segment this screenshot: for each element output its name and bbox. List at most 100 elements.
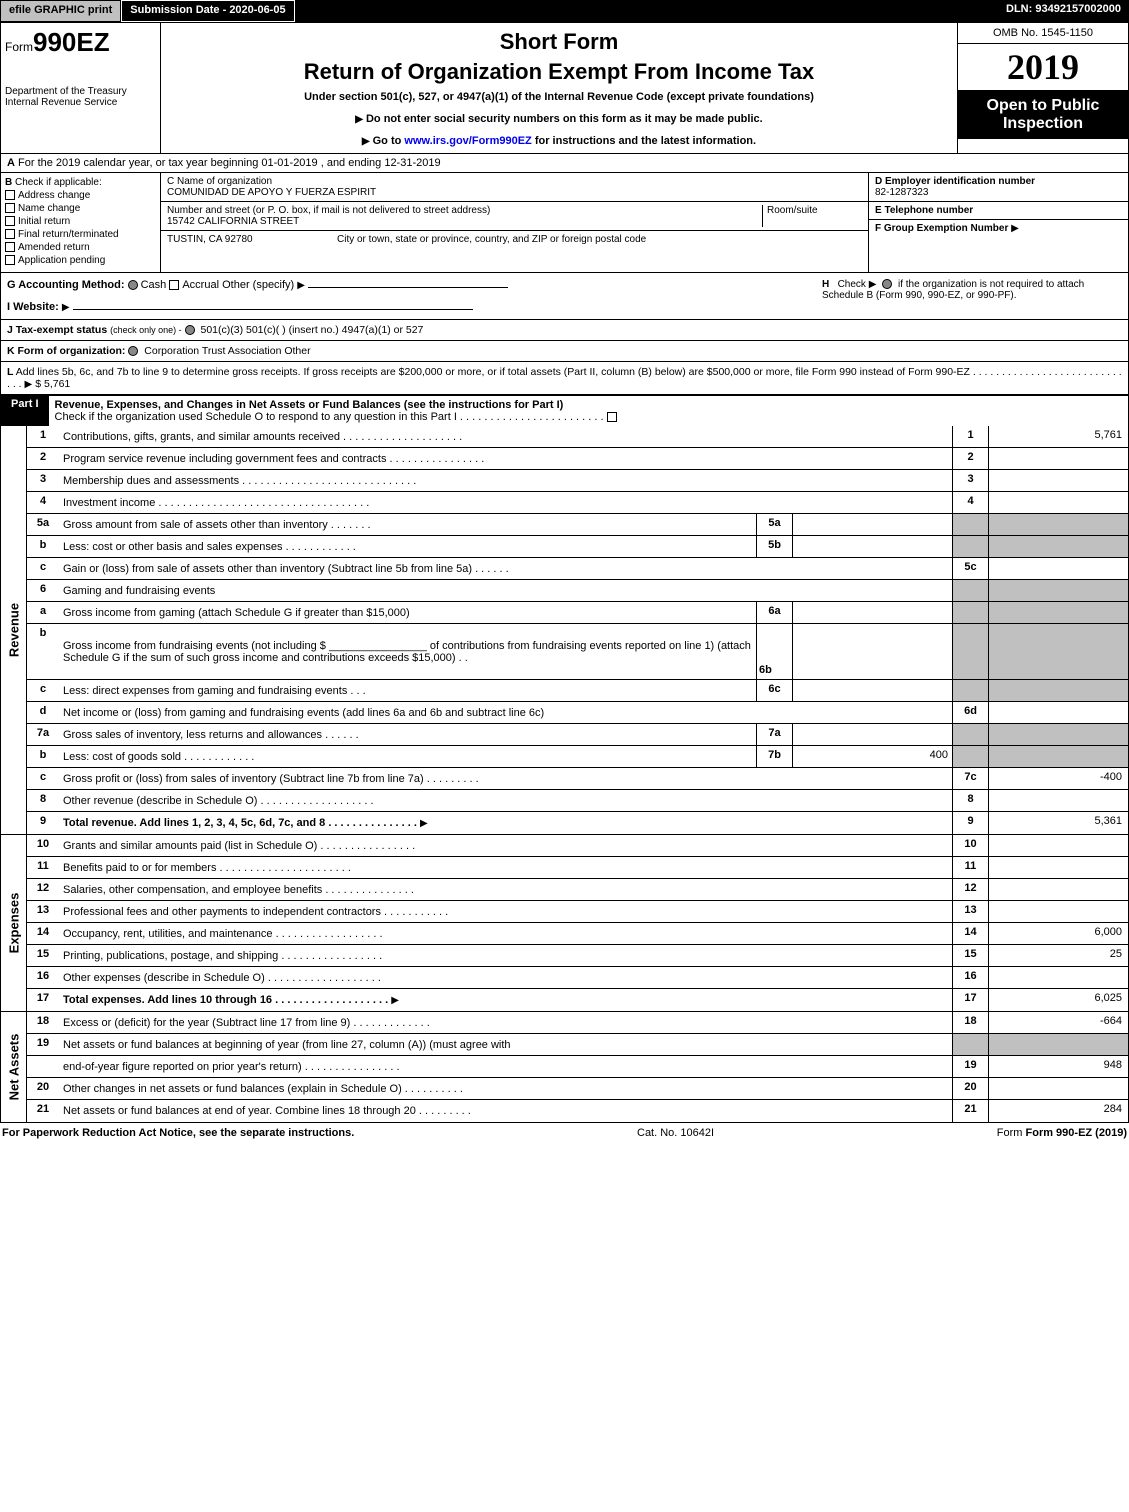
chk-schedule-b[interactable] [882, 279, 892, 289]
line-19a: 19 Net assets or fund balances at beginn… [27, 1034, 1128, 1056]
addr-label: Number and street (or P. O. box, if mail… [167, 205, 762, 216]
line-6c: c Less: direct expenses from gaming and … [27, 680, 1128, 702]
line-l-amount: $ 5,761 [35, 378, 70, 390]
tel-label: E Telephone number [875, 205, 1122, 216]
line-6a: a Gross income from gaming (attach Sched… [27, 602, 1128, 624]
line-5b: b Less: cost or other basis and sales ex… [27, 536, 1128, 558]
chk-amended[interactable]: Amended return [5, 242, 156, 253]
expenses-side: Expenses [1, 835, 27, 1011]
form-num: 990EZ [33, 27, 110, 57]
line-1: 1 Contributions, gifts, grants, and simi… [27, 426, 1128, 448]
revenue-lines: 1 Contributions, gifts, grants, and simi… [27, 426, 1128, 834]
val-12 [988, 879, 1128, 900]
section-a-label: A [7, 157, 15, 169]
val-2 [988, 448, 1128, 469]
top-bar: efile GRAPHIC print Submission Date - 20… [0, 0, 1129, 22]
chk-schedule-o[interactable] [607, 412, 617, 422]
val-6d [988, 702, 1128, 723]
line-18: 18 Excess or (deficit) for the year (Sub… [27, 1012, 1128, 1034]
submission-date: Submission Date - 2020-06-05 [121, 0, 294, 22]
line-16: 16 Other expenses (describe in Schedule … [27, 967, 1128, 989]
val-19: 948 [988, 1056, 1128, 1077]
radio-501c3[interactable] [185, 325, 195, 335]
footer-mid: Cat. No. 10642I [637, 1127, 714, 1139]
line-11: 11 Benefits paid to or for members . . .… [27, 857, 1128, 879]
header-mid: Short Form Return of Organization Exempt… [161, 23, 958, 153]
radio-cash[interactable] [128, 280, 138, 290]
note-ssn: Do not enter social security numbers on … [167, 113, 951, 125]
line-5a: 5a Gross amount from sale of assets othe… [27, 514, 1128, 536]
chk-name-change[interactable]: Name change [5, 203, 156, 214]
line-5c: c Gain or (loss) from sale of assets oth… [27, 558, 1128, 580]
section-b: B Check if applicable: Address change Na… [1, 173, 161, 272]
line-l: L Add lines 5b, 6c, and 7b to line 9 to … [0, 362, 1129, 395]
radio-corp[interactable] [128, 346, 138, 356]
city-value: TUSTIN, CA 92780 [167, 234, 317, 245]
dln-label: DLN: 93492157002000 [998, 0, 1129, 22]
line-k: K Form of organization: Corporation Trus… [0, 341, 1129, 362]
line-17: 17 Total expenses. Add lines 10 through … [27, 989, 1128, 1011]
netassets-side: Net Assets [1, 1012, 27, 1122]
expenses-lines: 10 Grants and similar amounts paid (list… [27, 835, 1128, 1011]
ein-value: 82-1287323 [875, 187, 1122, 198]
line-j-detail: (check only one) - [110, 325, 182, 335]
top-bar-left: efile GRAPHIC print Submission Date - 20… [0, 0, 295, 22]
line-6d: d Net income or (loss) from gaming and f… [27, 702, 1128, 724]
val-8 [988, 790, 1128, 811]
val-15: 25 [988, 945, 1128, 966]
val-21: 284 [988, 1100, 1128, 1122]
line-7a: 7a Gross sales of inventory, less return… [27, 724, 1128, 746]
line-k-label: K Form of organization: [7, 345, 125, 357]
irs-link[interactable]: www.irs.gov/Form990EZ [404, 135, 531, 147]
omb-number: OMB No. 1545-1150 [958, 23, 1128, 44]
line-h-label: H [822, 279, 829, 290]
dept-irs: Internal Revenue Service [5, 97, 156, 108]
chk-final-return[interactable]: Final return/terminated [5, 229, 156, 240]
chk-app-pending[interactable]: Application pending [5, 255, 156, 266]
line-6b: b Gross income from fundraising events (… [27, 624, 1128, 680]
val-10 [988, 835, 1128, 856]
line-19b: end-of-year figure reported on prior yea… [27, 1056, 1128, 1078]
radio-accrual[interactable] [169, 280, 179, 290]
footer-left: For Paperwork Reduction Act Notice, see … [2, 1127, 354, 1139]
subtitle: Under section 501(c), 527, or 4947(a)(1)… [167, 91, 951, 103]
line-13: 13 Professional fees and other payments … [27, 901, 1128, 923]
line-21: 21 Net assets or fund balances at end of… [27, 1100, 1128, 1122]
part1-check-text: Check if the organization used Schedule … [55, 411, 604, 423]
section-a: A For the 2019 calendar year, or tax yea… [0, 154, 1129, 173]
efile-print-button[interactable]: efile GRAPHIC print [0, 0, 121, 22]
val-1: 5,761 [988, 426, 1128, 447]
chk-initial-return[interactable]: Initial return [5, 216, 156, 227]
part1-title: Revenue, Expenses, and Changes in Net As… [49, 395, 1128, 426]
val-16 [988, 967, 1128, 988]
section-c: C Name of organization COMUNIDAD DE APOY… [161, 173, 868, 272]
line-20: 20 Other changes in net assets or fund b… [27, 1078, 1128, 1100]
val-13 [988, 901, 1128, 922]
line-6: 6 Gaming and fundraising events [27, 580, 1128, 602]
val-20 [988, 1078, 1128, 1099]
section-def: D Employer identification number 82-1287… [868, 173, 1128, 272]
form-number: Form990EZ [5, 27, 156, 58]
line-g-label: G Accounting Method: [7, 279, 125, 291]
val-17: 6,025 [988, 989, 1128, 1011]
dept-treasury: Department of the Treasury [5, 86, 156, 97]
org-name: COMUNIDAD DE APOYO Y FUERZA ESPIRIT [167, 187, 862, 198]
line-14: 14 Occupancy, rent, utilities, and maint… [27, 923, 1128, 945]
line-h: H Check if the organization is not requi… [822, 279, 1122, 313]
val-5c [988, 558, 1128, 579]
section-a-text: For the 2019 calendar year, or tax year … [18, 157, 441, 169]
line-7c: c Gross profit or (loss) from sales of i… [27, 768, 1128, 790]
city-label: City or town, state or province, country… [317, 234, 646, 245]
line-j-label: J Tax-exempt status [7, 324, 107, 336]
chk-address-change[interactable]: Address change [5, 190, 156, 201]
header-left: Form990EZ Department of the Treasury Int… [1, 23, 161, 153]
footer-right: Form Form 990-EZ (2019) [997, 1127, 1127, 1139]
section-bcdef: B Check if applicable: Address change Na… [0, 173, 1129, 273]
netassets-block: Net Assets 18 Excess or (deficit) for th… [0, 1012, 1129, 1123]
return-title: Return of Organization Exempt From Incom… [167, 59, 951, 85]
line-g: G Accounting Method: Cash Accrual Other … [7, 279, 822, 313]
val-9: 5,361 [988, 812, 1128, 834]
header-right: OMB No. 1545-1150 2019 Open to Public In… [958, 23, 1128, 153]
line-9: 9 Total revenue. Add lines 1, 2, 3, 4, 5… [27, 812, 1128, 834]
line-j: J Tax-exempt status (check only one) - 5… [0, 320, 1129, 341]
